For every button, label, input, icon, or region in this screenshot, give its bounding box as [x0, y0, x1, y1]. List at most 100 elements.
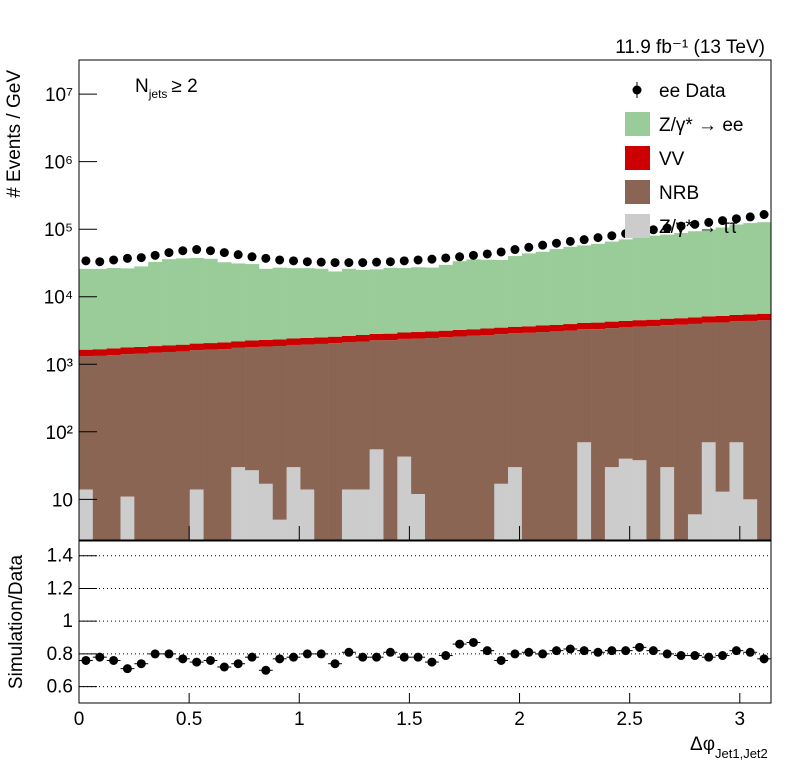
bar-segment: [715, 227, 730, 316]
ratio-point: [524, 647, 534, 657]
bar-segment: [425, 267, 440, 332]
bar-segment: [258, 346, 274, 484]
y-tick-label: 1.4: [47, 546, 74, 567]
bar-segment: [743, 499, 758, 540]
ratio-point: [427, 657, 437, 667]
bar-segment: [521, 253, 537, 327]
bar-segment: [92, 349, 107, 356]
bar-segment: [397, 268, 412, 333]
data-point: [344, 258, 354, 268]
bar-segment: [203, 258, 218, 344]
bar-segment: [79, 268, 94, 350]
ratio-point: [759, 654, 769, 664]
data-point: [704, 217, 714, 227]
data-point: [427, 254, 437, 264]
x-tick-label: 1.5: [396, 709, 422, 730]
bar-segment: [508, 333, 523, 468]
bar-segment: [508, 256, 523, 327]
legend-label: Z/γ* → ττ: [659, 217, 738, 238]
bar-segment: [438, 264, 453, 331]
bar-segment: [328, 343, 343, 540]
ratio-point: [662, 649, 672, 659]
bar-segment: [466, 259, 481, 330]
annotation: Njets ≥ 2: [135, 76, 198, 101]
bar-segment: [757, 313, 772, 321]
bar-segment: [660, 318, 675, 326]
bar-segment: [411, 267, 426, 333]
bar-segment: [618, 239, 633, 321]
bar-segment: [452, 261, 467, 330]
bar-segment: [245, 340, 260, 348]
bar-segment: [660, 325, 675, 468]
bar-segment: [660, 467, 675, 540]
data-point: [648, 225, 658, 235]
bar-segment: [369, 269, 384, 334]
ratio-point: [289, 652, 299, 662]
ratio-y-axis-title: Simulation/Data: [6, 555, 27, 690]
bar-segment: [217, 342, 232, 350]
data-point: [399, 256, 409, 266]
bar-segment: [369, 340, 384, 450]
data-point: [109, 255, 119, 265]
bar-segment: [618, 327, 633, 459]
bar-segment: [452, 336, 467, 540]
bar-segment: [397, 338, 412, 457]
data-point: [731, 214, 741, 224]
bar-segment: [300, 268, 315, 338]
y-tick-label: 1.2: [47, 578, 73, 599]
bar-segment: [729, 321, 744, 443]
bar-segment: [355, 269, 370, 335]
bar-segment: [383, 267, 398, 334]
ratio-point: [372, 652, 382, 662]
bar-segment: [632, 326, 647, 461]
data-point: [565, 236, 575, 246]
bar-segment: [355, 334, 370, 342]
ratio-point: [565, 644, 575, 654]
ratio-point: [482, 646, 492, 656]
bar-segment: [245, 347, 260, 471]
bar-segment: [687, 317, 703, 324]
bar-segment: [701, 316, 716, 323]
legend-key: [625, 146, 650, 170]
bar-segment: [120, 496, 135, 540]
ratio-point: [344, 647, 354, 657]
ratio-point: [233, 659, 243, 669]
bar-segment: [300, 489, 315, 540]
bar-segment: [480, 328, 495, 336]
data-point: [593, 233, 603, 243]
data-point: [607, 231, 617, 241]
bar-segment: [245, 470, 260, 540]
bar-segment: [743, 320, 758, 500]
bar-segment: [618, 320, 633, 328]
data-point: [95, 257, 105, 267]
bar-segment: [106, 355, 121, 540]
bar-segment: [632, 460, 647, 540]
bar-segment: [674, 324, 689, 540]
data-point: [455, 252, 465, 262]
bar-segment: [494, 334, 509, 484]
data-point: [178, 246, 188, 256]
ratio-point: [178, 654, 188, 664]
legend-label: NRB: [659, 183, 699, 204]
bar-segment: [632, 236, 647, 321]
x-tick-label: 1: [294, 709, 305, 730]
x-tick-label: 3: [735, 709, 746, 730]
bar-segment: [258, 340, 274, 347]
bar-segment: [494, 259, 509, 328]
bar-segment: [743, 314, 758, 321]
y-tick-label: 10³: [46, 355, 73, 376]
ratio-point: [122, 664, 132, 674]
ratio-point: [538, 649, 548, 659]
ratio-point: [261, 665, 271, 675]
bar-segment: [286, 344, 301, 468]
bar-segment: [286, 268, 301, 339]
bar-segment: [715, 315, 730, 323]
bar-segment: [757, 222, 772, 314]
bar-segment: [175, 344, 191, 352]
data-point: [302, 257, 312, 267]
bar-segment: [203, 349, 218, 540]
ratio-point: [302, 649, 312, 659]
bar-segment: [272, 519, 287, 540]
x-tick-label: 2.5: [616, 709, 642, 730]
